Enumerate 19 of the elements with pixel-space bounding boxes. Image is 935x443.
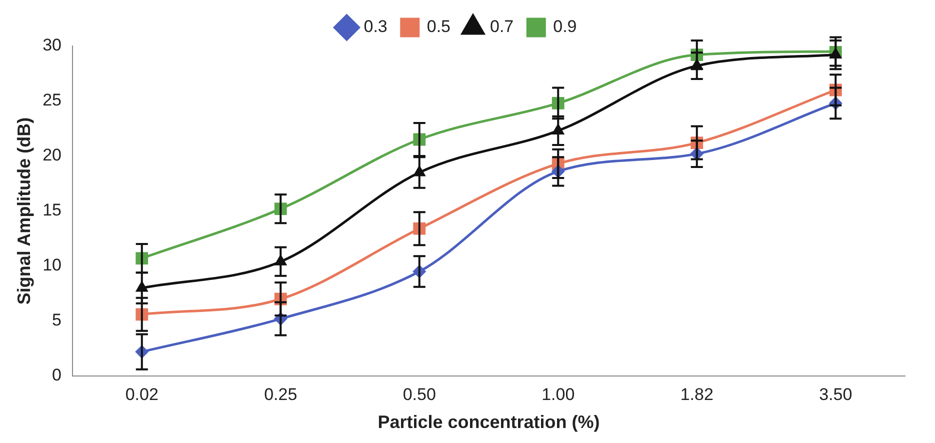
x-tick-label: 1.82 (680, 384, 714, 404)
legend-label: 0.9 (553, 17, 577, 36)
x-tick-label: 3.50 (819, 384, 852, 404)
y-tick-label: 15 (42, 200, 62, 220)
x-axis-title: Particle concentration (%) (378, 412, 600, 432)
legend-label: 0.5 (426, 17, 451, 36)
y-tick-label: 0 (52, 366, 62, 385)
y-tick-label: 20 (42, 146, 62, 165)
x-tick-label: 0.50 (402, 384, 436, 404)
y-tick-label: 25 (42, 90, 62, 110)
y-tick-label: 10 (42, 256, 62, 275)
x-tick-label: 0.02 (125, 384, 158, 404)
y-axis-title: Signal Amplitude (dB) (14, 117, 34, 305)
x-tick-label: 1.00 (542, 384, 575, 404)
legend-label: 0.7 (490, 17, 514, 36)
x-tick-label: 0.25 (264, 384, 298, 404)
y-tick-label: 30 (42, 36, 62, 55)
y-tick-label: 5 (52, 310, 62, 330)
legend-label: 0.3 (364, 17, 388, 36)
